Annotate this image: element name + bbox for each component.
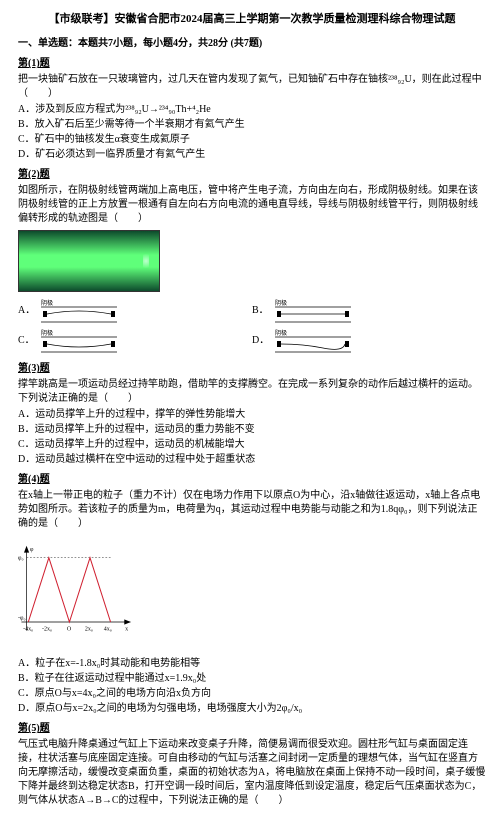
- q2-stem: 如图所示，在阴极射线管两端加上高电压，管中将产生电子流，方向由左向右，形成阴极射…: [18, 184, 486, 226]
- q3-option-c: C．运动员撑竿上升的过程中，运动员的机械能增大: [18, 438, 486, 452]
- q2-option-c: C． 阴极: [18, 328, 252, 354]
- q2-b-label: B．: [252, 304, 269, 318]
- q4-option-a: A．粒子在x=-1.8x₀时其动能和电势能相等: [18, 657, 486, 671]
- q3-option-a: A．运动员撑竿上升的过程中，撑竿的弹性势能增大: [18, 408, 486, 422]
- q2-diagram-a: 阴极: [39, 298, 119, 324]
- q2-number: 第(2)题: [18, 168, 486, 182]
- ylabel-top: φ₀: [18, 556, 24, 562]
- q1-option-c: C．矿石中的铀核发生α衰变生成氦原子: [18, 133, 486, 147]
- q3-stem: 撑竿跳高是一项运动员经过持竿助跑，借助竿的支撑腾空。在完成一系列复杂的动作后越过…: [18, 378, 486, 406]
- q4-number: 第(4)题: [18, 473, 486, 487]
- q4-potential-graph: -4x₀ -2x₀ O 2x₀ 4x₀ x φ₀ φ -φ₀: [18, 537, 138, 647]
- xtick-o: O: [67, 627, 72, 633]
- cathode-label: 阴极: [41, 299, 53, 307]
- q2-diagram-d: 阴极: [273, 328, 353, 354]
- xtick-2: 2x₀: [85, 627, 93, 633]
- q2-option-a: A． 阴极: [18, 298, 252, 324]
- q3-number: 第(3)题: [18, 362, 486, 376]
- xaxis-label: x: [125, 627, 128, 633]
- yaxis-label: φ: [30, 547, 34, 553]
- section-heading: 一、单选题：本题共7小题，每小题4分，共28分 (共7题): [18, 37, 486, 51]
- q1-option-d: D．矿石必须达到一临界质量才有氦气产生: [18, 148, 486, 162]
- q3-option-b: B．运动员撑竿上升的过程中，运动员的重力势能不变: [18, 423, 486, 437]
- ylabel-bot: -φ₀: [18, 616, 26, 622]
- q4-option-b: B．粒子在往返运动过程中能通过x=1.9x₀处: [18, 672, 486, 686]
- q2-diagram-c: 阴极: [39, 328, 119, 354]
- q4-stem: 在x轴上一带正电的粒子（重力不计）仅在电场力作用下以原点O为中心，沿x轴做往返运…: [18, 489, 486, 531]
- cathode-label: 阴极: [275, 329, 287, 337]
- cathode-label: 阴极: [41, 329, 53, 337]
- q2-options-grid: A． 阴极 B． 阴极 C． 阴极: [18, 296, 486, 356]
- q3-option-d: D．运动员越过横杆在空中运动的过程中处于超重状态: [18, 453, 486, 467]
- q2-option-d: D． 阴极: [252, 328, 486, 354]
- xtick-4: 4x₀: [104, 627, 112, 633]
- q1-stem: 把一块铀矿石放在一只玻璃管内，过几天在管内发现了氦气，已知铀矿石中存在铀核²³⁸…: [18, 73, 486, 101]
- q1-option-a: A．涉及到反应方程式为²³⁸₉₂U→²³⁴₉₀Th+⁴₂He: [18, 103, 486, 117]
- q1-number: 第(1)题: [18, 57, 486, 71]
- cathode-label: 阴极: [275, 299, 287, 307]
- q2-a-label: A．: [18, 304, 35, 318]
- q1-option-b: B．放入矿石后至少需等待一个半衰期才有氦气产生: [18, 118, 486, 132]
- q4-option-d: D．原点O与x=2x₀之间的电场为匀强电场，电场强度大小为2φ₀/x₀: [18, 702, 486, 716]
- q5-number: 第(5)题: [18, 722, 486, 736]
- q2-d-label: D．: [252, 334, 269, 348]
- exam-title: 【市级联考】安徽省合肥市2024届高三上学期第一次教学质量检测理科综合物理试题: [18, 12, 486, 27]
- xtick-neg2: -2x₀: [42, 627, 52, 633]
- q2-diagram-b: 阴极: [273, 298, 353, 324]
- cathode-ray-photo: [18, 230, 160, 292]
- q4-option-c: C．原点O与x=4x₀之间的电场方向沿x负方向: [18, 687, 486, 701]
- q2-option-b: B． 阴极: [252, 298, 486, 324]
- xtick-neg4: -4x₀: [23, 627, 33, 633]
- q2-c-label: C．: [18, 334, 35, 348]
- q5-stem: 气压式电脑升降桌通过气缸上下运动来改变桌子升降，简便易调而很受欢迎。圆柱形气缸与…: [18, 738, 486, 808]
